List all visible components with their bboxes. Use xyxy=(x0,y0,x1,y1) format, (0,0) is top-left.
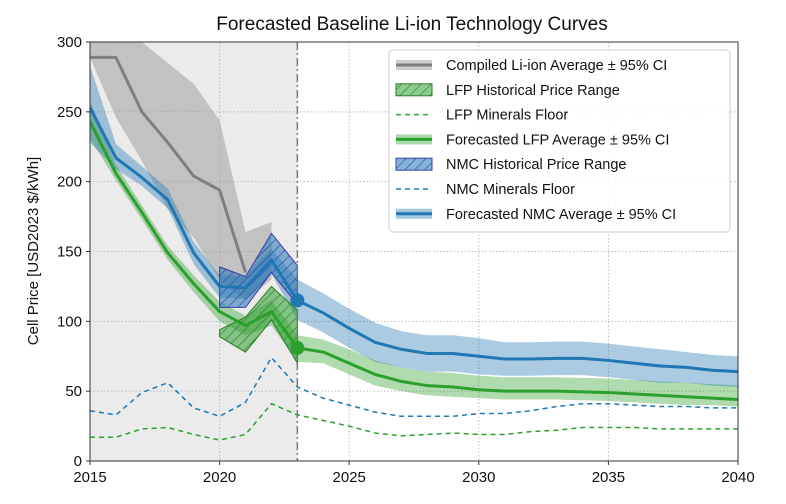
x-tick-label: 2025 xyxy=(333,469,366,486)
compiled-average-line xyxy=(90,55,247,273)
y-tick-label: 0 xyxy=(74,453,82,470)
legend-swatch-hatch xyxy=(395,83,433,97)
nmc-forecast-start-marker xyxy=(290,293,305,308)
x-tick-label: 2015 xyxy=(73,469,106,486)
legend-label: NMC Historical Price Range xyxy=(446,157,627,173)
legend-label: NMC Minerals Floor xyxy=(446,182,575,198)
nmc-floor-line xyxy=(90,356,738,418)
x-tick-label: 2040 xyxy=(721,469,754,486)
x-tick-label: 2030 xyxy=(462,469,495,486)
nmc-ci-band xyxy=(90,65,738,387)
lfp-forecast-start-marker xyxy=(290,340,305,355)
y-tick-label: 100 xyxy=(57,313,82,330)
legend-label: Forecasted LFP Average ± 95% CI xyxy=(446,132,669,148)
legend-label: Forecasted NMC Average ± 95% CI xyxy=(446,207,676,223)
y-tick-label: 50 xyxy=(65,383,82,400)
lfp-floor-line xyxy=(90,402,738,441)
axis-ticks: 2015 2020 2025 2030 2035 2040 0 50 100 150 200 250 3… xyxy=(57,34,755,486)
data-marks xyxy=(90,42,738,461)
legend: Compiled Li-ion Average ± 95% CI LFP Hist… xyxy=(388,49,731,233)
nmc-average-line xyxy=(90,106,738,374)
x-tick-label: 2035 xyxy=(592,469,625,486)
y-tick-label: 200 xyxy=(57,174,82,191)
y-tick-label: 250 xyxy=(57,104,82,121)
legend-label: LFP Historical Price Range xyxy=(446,83,620,99)
chart-title: Forecasted Baseline Li-ion Technology Cu… xyxy=(216,14,607,35)
y-tick-label: 150 xyxy=(57,244,82,261)
y-axis-label: Cell Price [USD2023 $/kWh] xyxy=(25,157,42,345)
compiled-ci-band xyxy=(90,42,272,301)
legend-label: LFP Minerals Floor xyxy=(446,108,568,124)
lfp-average-line xyxy=(90,120,738,402)
x-tick-label: 2020 xyxy=(203,469,236,486)
y-tick-label: 300 xyxy=(57,34,82,51)
legend-box xyxy=(388,49,731,233)
legend-swatch-hatch xyxy=(395,157,433,171)
legend-label: Compiled Li-ion Average ± 95% CI xyxy=(446,58,667,74)
